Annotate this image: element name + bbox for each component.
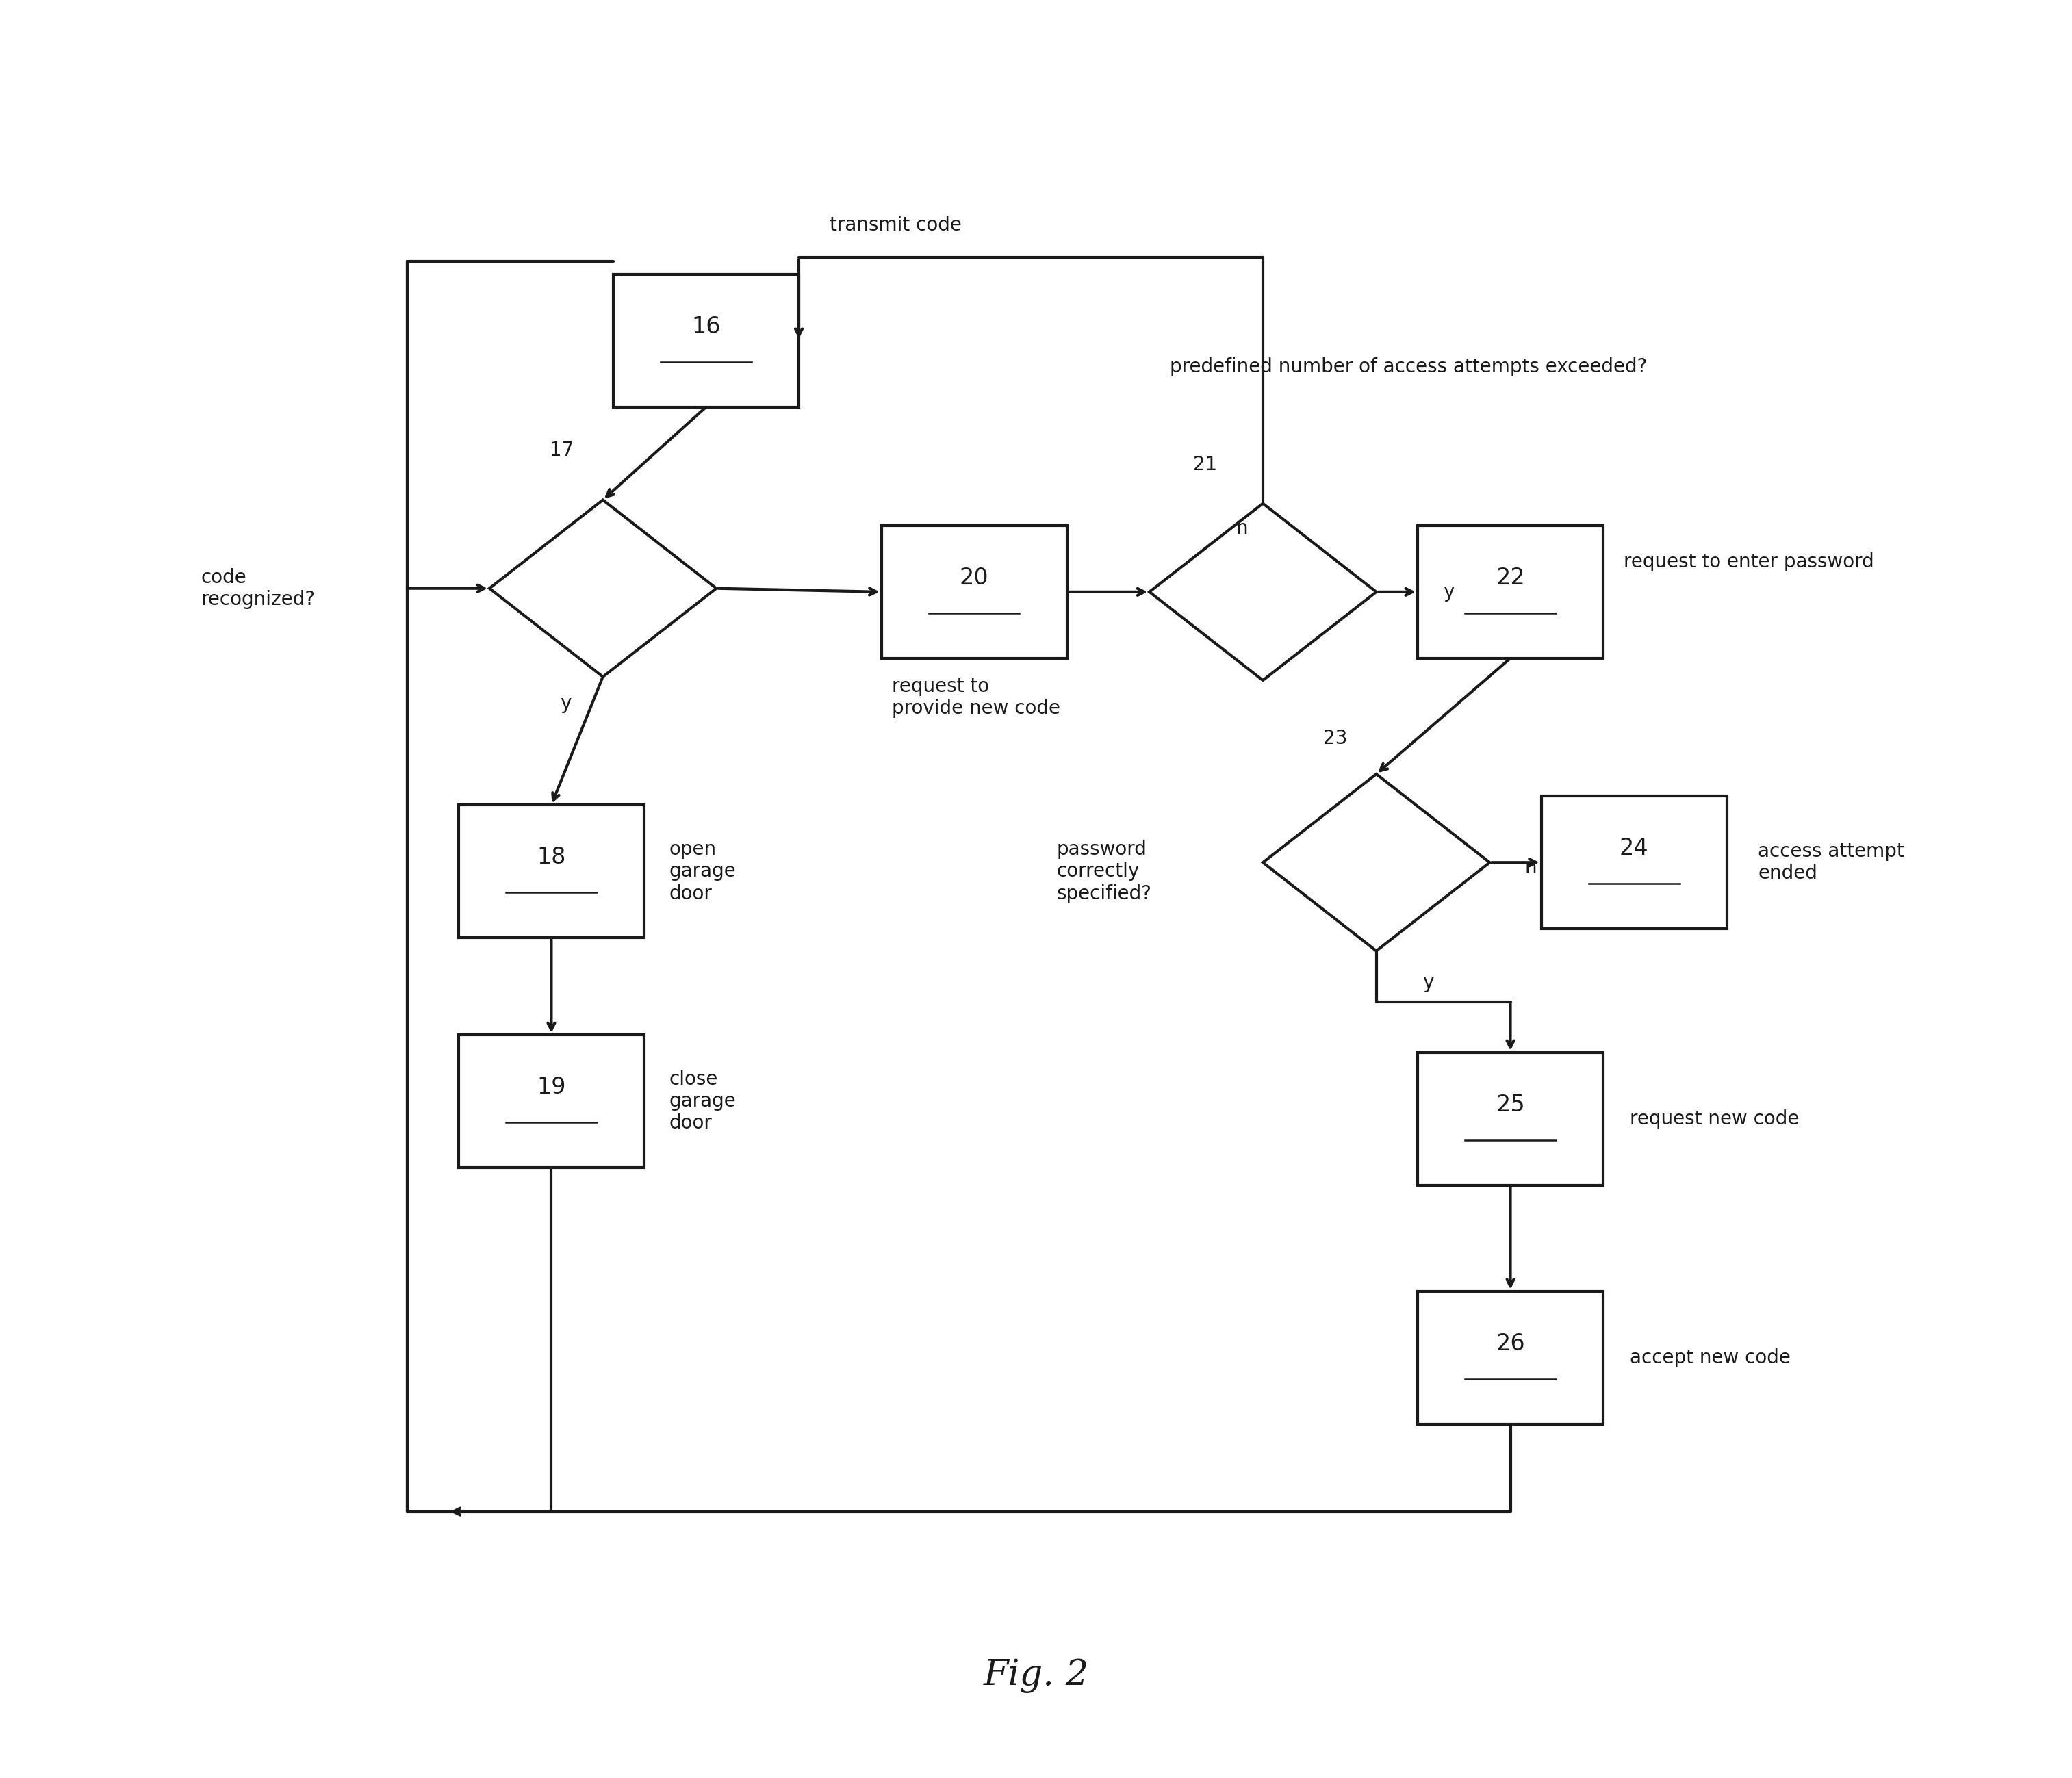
Polygon shape (489, 500, 717, 677)
Text: Fig. 2: Fig. 2 (984, 1659, 1088, 1693)
Text: 19: 19 (537, 1076, 566, 1099)
Text: request to
provide new code: request to provide new code (891, 677, 1061, 718)
Text: code
recognized?: code recognized? (201, 567, 315, 610)
Text: 17: 17 (549, 441, 574, 461)
Text: access attempt
ended: access attempt ended (1757, 841, 1904, 884)
Text: 26: 26 (1496, 1332, 1525, 1355)
Text: 21: 21 (1193, 455, 1216, 475)
Text: 23: 23 (1322, 729, 1347, 749)
Text: 24: 24 (1620, 837, 1649, 859)
Bar (458, 805, 644, 937)
Text: y: y (1421, 973, 1434, 992)
Text: y: y (1442, 583, 1455, 601)
Text: n: n (1525, 859, 1537, 877)
Text: predefined number of access attempts exceeded?: predefined number of access attempts exc… (1171, 357, 1647, 377)
Text: n: n (1237, 519, 1247, 537)
Text: transmit code: transmit code (829, 215, 961, 235)
Text: 18: 18 (537, 846, 566, 868)
Bar (1417, 526, 1604, 658)
Bar (1542, 797, 1726, 928)
Text: 20: 20 (959, 567, 988, 589)
Text: request to enter password: request to enter password (1624, 553, 1875, 571)
Text: y: y (559, 693, 572, 713)
Text: password
correctly
specified?: password correctly specified? (1057, 839, 1152, 903)
Bar (1417, 1053, 1604, 1186)
Text: 25: 25 (1496, 1093, 1525, 1117)
Text: open
garage
door: open garage door (669, 839, 736, 903)
Bar (458, 1035, 644, 1168)
Polygon shape (1262, 773, 1490, 951)
Bar (881, 526, 1067, 658)
Bar (613, 274, 800, 407)
Text: request new code: request new code (1631, 1109, 1798, 1129)
Text: close
garage
door: close garage door (669, 1069, 736, 1133)
Text: 22: 22 (1496, 567, 1525, 589)
Bar (1417, 1291, 1604, 1424)
Polygon shape (1150, 503, 1376, 681)
Text: 16: 16 (692, 315, 721, 338)
Text: accept new code: accept new code (1631, 1348, 1790, 1367)
